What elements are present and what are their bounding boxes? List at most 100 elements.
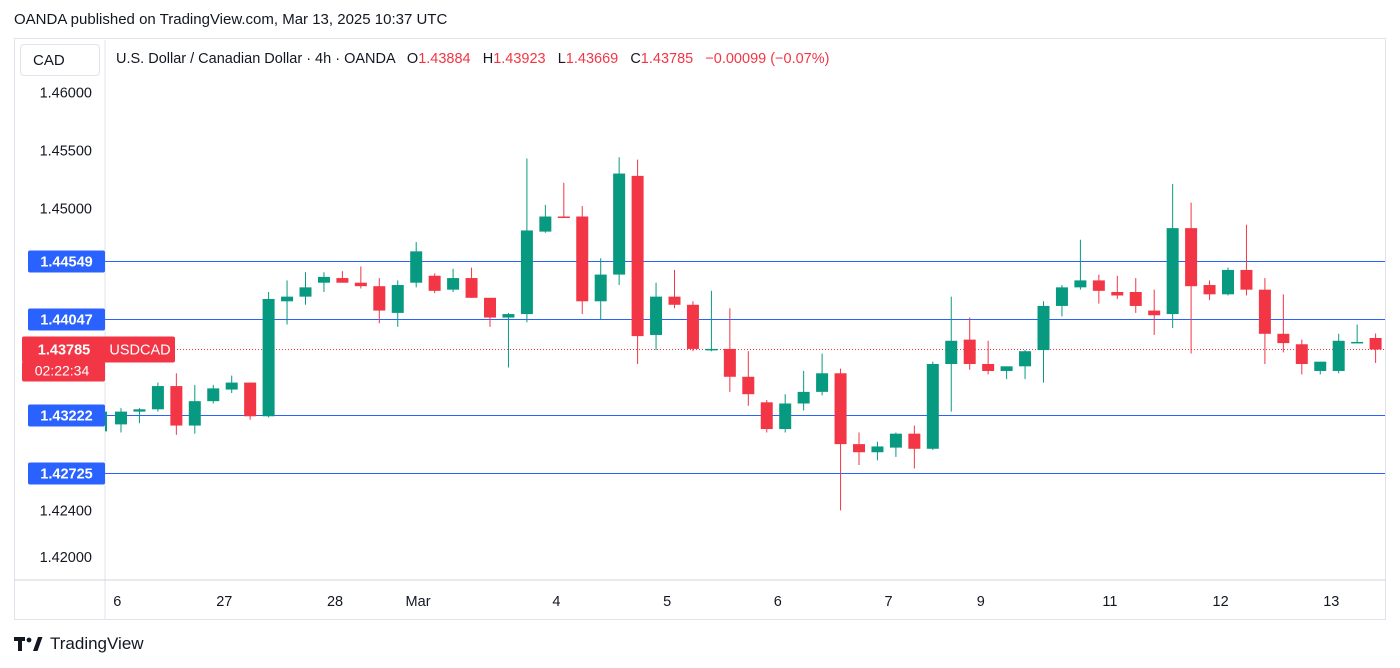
- candle-body[interactable]: [779, 403, 792, 430]
- candle-body[interactable]: [686, 304, 699, 349]
- chart-frame[interactable]: [14, 38, 1386, 620]
- candle-body[interactable]: [1222, 269, 1234, 295]
- candle-body[interactable]: [816, 373, 829, 392]
- x-tick-label: 9: [977, 594, 985, 610]
- candle-body[interactable]: [1203, 285, 1216, 295]
- high-value: 1.43923: [493, 51, 546, 67]
- current-price-tag: [22, 336, 175, 363]
- candle-body[interactable]: [1148, 310, 1161, 316]
- candle-body[interactable]: [760, 402, 773, 430]
- countdown-tag: [22, 361, 105, 382]
- candle-body[interactable]: [1019, 351, 1032, 367]
- candle-body[interactable]: [410, 251, 423, 283]
- candle-body[interactable]: [244, 382, 257, 417]
- candle-body[interactable]: [926, 364, 939, 449]
- candle-body[interactable]: [908, 433, 921, 449]
- level-price-label: 1.44549: [40, 255, 92, 271]
- candle-body[interactable]: [336, 278, 349, 283]
- low-label: L: [557, 51, 566, 67]
- candle-body[interactable]: [1332, 340, 1345, 371]
- brand-footer: TradingView: [14, 634, 144, 654]
- candle-body[interactable]: [170, 386, 183, 426]
- candle-body[interactable]: [853, 444, 865, 453]
- candle-body[interactable]: [1258, 289, 1271, 334]
- candle-body[interactable]: [520, 230, 533, 315]
- candle-body[interactable]: [354, 282, 367, 287]
- candle-body[interactable]: [705, 348, 718, 351]
- candle-body[interactable]: [557, 216, 570, 219]
- candle-body[interactable]: [207, 388, 220, 402]
- candle-body[interactable]: [447, 278, 460, 290]
- candle-body[interactable]: [1055, 287, 1068, 306]
- candle-body[interactable]: [834, 373, 847, 445]
- published-caption: OANDA published on TradingView.com, Mar …: [14, 11, 448, 28]
- x-tick-label: 5: [663, 594, 671, 610]
- candle-body[interactable]: [650, 296, 663, 335]
- candle-body[interactable]: [742, 376, 755, 395]
- countdown-label: 02:22:34: [35, 363, 90, 379]
- symbol-legend: U.S. Dollar / Canadian Dollar · 4h · OAN…: [116, 51, 829, 67]
- candle-body[interactable]: [1092, 280, 1105, 291]
- x-tick-label: 6: [774, 594, 782, 610]
- candle-body[interactable]: [428, 275, 441, 291]
- candle-body[interactable]: [631, 175, 644, 337]
- candle-body[interactable]: [502, 314, 515, 318]
- current-symbol-label: USDCAD: [109, 343, 170, 359]
- candle-body[interactable]: [797, 391, 810, 404]
- level-price-tag: [28, 462, 105, 485]
- candle-body[interactable]: [539, 216, 552, 232]
- x-tick-label: 28: [327, 594, 343, 610]
- y-tick-label: 1.46000: [40, 85, 92, 101]
- y-tick-label: 1.45000: [40, 201, 92, 217]
- candle-body[interactable]: [317, 276, 330, 283]
- candle-body[interactable]: [723, 348, 736, 377]
- candle-body[interactable]: [1295, 344, 1308, 364]
- candle-body[interactable]: [982, 364, 995, 371]
- candle-body[interactable]: [889, 433, 902, 448]
- y-tick-label: 1.42000: [40, 550, 92, 566]
- candle-body[interactable]: [945, 340, 958, 364]
- brand-name: TradingView: [50, 634, 144, 653]
- candle-body[interactable]: [963, 339, 976, 364]
- candle-body[interactable]: [484, 297, 496, 318]
- candle-body[interactable]: [188, 401, 201, 426]
- level-price-label: 1.44047: [40, 313, 92, 329]
- x-tick-label: 4: [552, 594, 560, 610]
- candle-body[interactable]: [281, 296, 294, 302]
- level-price-tag: [28, 404, 105, 427]
- candle-body[interactable]: [133, 409, 146, 412]
- candle-body[interactable]: [1240, 269, 1253, 290]
- candle-body[interactable]: [871, 446, 884, 453]
- candle-body[interactable]: [1351, 341, 1364, 344]
- candle-body[interactable]: [1369, 337, 1382, 350]
- candle-body[interactable]: [225, 382, 238, 390]
- candle-body[interactable]: [299, 287, 312, 297]
- candle-body[interactable]: [391, 285, 404, 313]
- candle-body[interactable]: [115, 411, 127, 425]
- currency-selector[interactable]: CAD: [20, 44, 100, 76]
- candle-body[interactable]: [1037, 305, 1050, 351]
- symbol-description: U.S. Dollar / Canadian Dollar · 4h · OAN…: [116, 51, 395, 67]
- open-value: 1.43884: [418, 51, 471, 67]
- candle-body[interactable]: [1166, 228, 1179, 315]
- candle-body[interactable]: [1000, 366, 1013, 371]
- x-tick-label: 7: [884, 594, 892, 610]
- x-tick-label: 13: [1323, 594, 1339, 610]
- candle-body[interactable]: [1111, 292, 1124, 296]
- candle-body[interactable]: [613, 173, 626, 275]
- candle-body[interactable]: [373, 286, 386, 311]
- candle-body[interactable]: [594, 274, 607, 302]
- candle-body[interactable]: [465, 278, 478, 298]
- candle-body[interactable]: [1277, 333, 1290, 344]
- candle-body[interactable]: [1314, 361, 1327, 371]
- candle-body[interactable]: [576, 216, 589, 302]
- close-label: C: [630, 51, 641, 67]
- candle-body[interactable]: [151, 386, 164, 410]
- candle-body[interactable]: [1185, 228, 1198, 287]
- candle-body[interactable]: [668, 296, 681, 305]
- candle-body[interactable]: [1129, 292, 1142, 306]
- candle-body[interactable]: [1074, 280, 1087, 288]
- x-tick-label: 12: [1213, 594, 1229, 610]
- candle-body[interactable]: [262, 298, 275, 417]
